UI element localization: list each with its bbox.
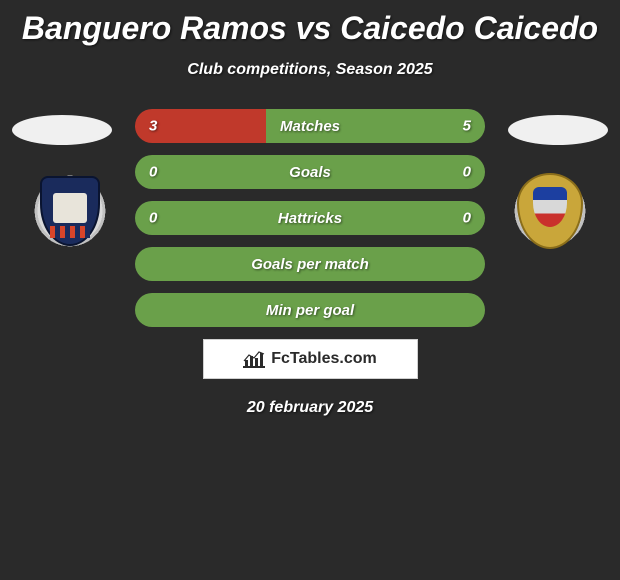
stat-bars: Matches 3 5 Goals 0 0 Hattricks 0 0 Goals per mat… [135, 109, 485, 327]
stat-value-right: 0 [463, 210, 471, 227]
stat-label: Hattricks [278, 210, 342, 227]
stat-label: Min per goal [266, 302, 354, 319]
stat-bar: Min per goal [135, 293, 485, 327]
player-photo-left [12, 115, 112, 145]
stat-bar: Goals 0 0 [135, 155, 485, 189]
stat-bar: Hattricks 0 0 [135, 201, 485, 235]
brand-text: FcTables.com [271, 350, 377, 368]
player-photo-right [508, 115, 608, 145]
club-crest-right [517, 173, 583, 249]
chart-icon [243, 350, 265, 368]
stat-label: Matches [280, 118, 340, 135]
stat-bar-left-fill [135, 155, 310, 189]
stat-value-left: 0 [149, 210, 157, 227]
subtitle: Club competitions, Season 2025 [0, 61, 620, 79]
date-text: 20 february 2025 [0, 399, 620, 417]
comparison-panel: Matches 3 5 Goals 0 0 Hattricks 0 0 Goals per mat… [0, 109, 620, 417]
stat-value-left: 0 [149, 164, 157, 181]
club-badge-left [20, 161, 120, 261]
stat-value-left: 3 [149, 118, 157, 135]
brand-box: FcTables.com [203, 339, 418, 379]
club-crest-left [40, 176, 100, 246]
stat-bar: Goals per match [135, 247, 485, 281]
club-badge-right [500, 161, 600, 261]
stat-bar-right-fill [310, 155, 485, 189]
stat-label: Goals per match [251, 256, 369, 273]
page-title: Banguero Ramos vs Caicedo Caicedo [0, 0, 620, 47]
stat-value-right: 5 [463, 118, 471, 135]
stat-bar: Matches 3 5 [135, 109, 485, 143]
stat-value-right: 0 [463, 164, 471, 181]
stat-label: Goals [289, 164, 331, 181]
